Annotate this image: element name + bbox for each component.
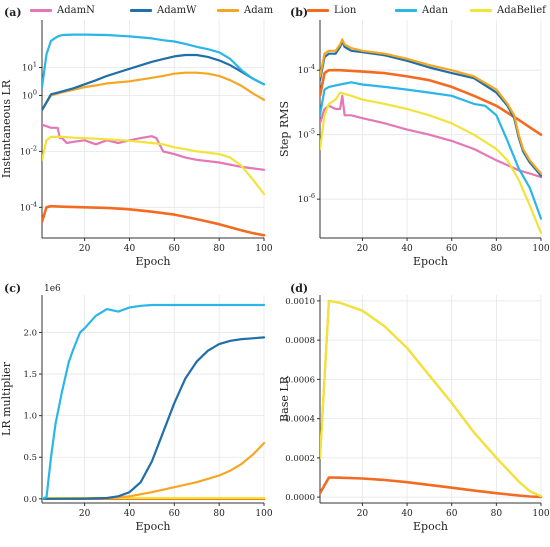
legend-entry-adamn: AdamN xyxy=(30,2,95,18)
x-tick-label: 40 xyxy=(124,509,136,519)
x-axis-label: Epoch xyxy=(413,255,448,268)
x-tick-label: 60 xyxy=(169,244,181,254)
y-axis-label: Instantaneous LR xyxy=(0,79,13,178)
x-tick-label: 60 xyxy=(169,509,181,519)
y-tick-label: 1.5 xyxy=(23,370,37,380)
legend-swatch xyxy=(217,8,239,12)
series-line-adamw xyxy=(320,40,543,177)
legend-label: Adam xyxy=(244,4,274,16)
x-tick-label: 60 xyxy=(446,509,458,519)
x-tick-label: 20 xyxy=(357,509,369,519)
legend-entry-adamw: AdamW xyxy=(130,2,196,18)
y-axis-label: Step RMS xyxy=(278,101,291,157)
x-tick-label: 100 xyxy=(532,244,549,254)
legend-swatch xyxy=(307,8,329,12)
y-axis-label: Base LR xyxy=(278,375,291,422)
x-axis-label: Epoch xyxy=(136,255,171,268)
series-line-adam xyxy=(42,71,266,112)
x-tick-label: 80 xyxy=(491,244,503,254)
panel-a: 20 40 60 80 100 10-4 10-2 100 101 Epoch Instantane… xyxy=(0,6,273,268)
panel-label: (a) xyxy=(4,6,22,19)
series-line-adamw xyxy=(42,336,266,500)
y-tick-label: 0.0008 xyxy=(285,336,315,346)
series-line-adam xyxy=(320,299,543,498)
panel-label: (c) xyxy=(4,282,21,295)
legend-label: AdamW xyxy=(157,4,197,16)
series-line-adam xyxy=(42,442,266,500)
legend-entry-adabelief: AdaBelief xyxy=(470,2,546,18)
series-line-lion xyxy=(320,476,543,499)
legend-swatch xyxy=(470,8,492,12)
y-tick-label: 0.0010 xyxy=(285,297,315,307)
y-tick-label: 101 xyxy=(22,61,37,74)
legend-swatch xyxy=(30,8,52,12)
series-line-adabelief xyxy=(42,135,266,196)
legend: AdamN AdamW Adam Lion Adan AdaBelief xyxy=(0,2,550,18)
legend-entry-adam: Adam xyxy=(217,2,273,18)
x-tick-label: 100 xyxy=(255,244,272,254)
y-tick-label: 0.5 xyxy=(23,453,37,463)
x-tick-label: 40 xyxy=(124,244,136,254)
offset-label: 1e6 xyxy=(44,284,61,294)
x-tick-label: 100 xyxy=(532,509,549,519)
series-line-adamn xyxy=(42,123,266,171)
y-tick-label: 2.0 xyxy=(23,328,37,338)
y-tick-label: 10-4 xyxy=(298,63,315,76)
series-line-lion xyxy=(320,68,543,136)
y-tick-label: 10-5 xyxy=(298,128,315,141)
legend-swatch xyxy=(130,8,152,12)
series-line-adam xyxy=(320,38,543,175)
panel-label: (b) xyxy=(290,6,308,19)
x-tick-label: 40 xyxy=(401,244,413,254)
legend-entry-adan: Adan xyxy=(395,2,448,18)
legend-label: Adan xyxy=(422,4,449,16)
legend-label: AdaBelief xyxy=(497,4,546,16)
x-tick-label: 80 xyxy=(491,509,503,519)
y-tick-label: 10-6 xyxy=(298,192,315,205)
legend-swatch xyxy=(395,8,417,12)
y-tick-label: 100 xyxy=(22,88,37,101)
y-axis-label: LR multiplier xyxy=(0,361,13,436)
series-line-adan xyxy=(42,303,266,500)
legend-entry-lion: Lion xyxy=(307,2,356,18)
y-tick-label: 0.0000 xyxy=(285,493,315,503)
x-tick-label: 80 xyxy=(213,509,225,519)
y-tick-label: 10-2 xyxy=(20,144,37,157)
panel-label: (d) xyxy=(290,282,308,295)
y-tick-label: 10-4 xyxy=(20,200,37,213)
series-line-adabelief xyxy=(320,299,543,498)
series-line-adamn xyxy=(320,94,543,179)
x-tick-label: 100 xyxy=(255,509,272,519)
series-line-adamw xyxy=(42,53,266,112)
panel-d: 20 40 60 80 100 0.0000 0.0002 0.0004 0.0006 0.000… xyxy=(278,282,550,533)
series-line-adan xyxy=(320,81,543,220)
y-tick-label: 1.0 xyxy=(23,412,37,422)
x-tick-label: 20 xyxy=(79,244,91,254)
x-tick-label: 20 xyxy=(357,244,369,254)
y-tick-label: 0.0006 xyxy=(285,375,315,385)
y-tick-label: 0.0002 xyxy=(285,454,315,464)
series-line-adan xyxy=(42,33,266,89)
x-axis-label: Epoch xyxy=(413,520,448,533)
legend-label: AdamN xyxy=(57,4,95,16)
legend-label: Lion xyxy=(334,4,357,16)
x-tick-label: 60 xyxy=(446,244,458,254)
y-tick-label: 0.0004 xyxy=(285,415,315,425)
x-axis-label: Epoch xyxy=(136,520,171,533)
x-tick-label: 80 xyxy=(213,244,225,254)
x-tick-label: 40 xyxy=(401,509,413,519)
x-tick-label: 20 xyxy=(79,509,91,519)
panel-c: 20 40 60 80 100 0.0 0.5 1.0 1.5 2.0 1e6 Epoch LR mul… xyxy=(0,282,273,533)
series-line-lion xyxy=(42,204,266,237)
y-tick-label: 0.0 xyxy=(23,495,37,505)
series-line-adabelief xyxy=(320,91,543,234)
panel-b: 20 40 60 80 100 10-6 10-5 10-4 Epoch Step RMS (b) xyxy=(278,6,550,268)
